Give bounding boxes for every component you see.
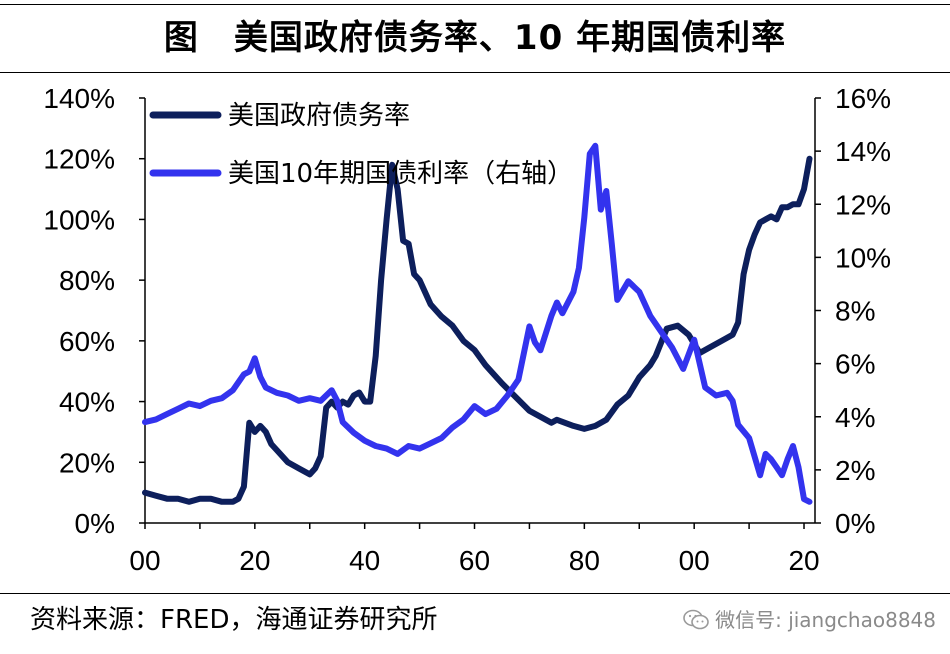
y-left-tick-label: 140% <box>43 83 115 114</box>
series-layer <box>142 142 813 505</box>
x-tick-label: 80 <box>569 545 600 576</box>
watermark-text: 微信号: jiangchao8848 <box>715 608 936 632</box>
y-right-tick-label: 4% <box>835 402 875 433</box>
y-right-tick-label: 6% <box>835 349 875 380</box>
y-left-tick-label: 60% <box>59 326 115 357</box>
page-title: 图 美国政府债务率、10 年期国债利率 <box>163 18 787 58</box>
y-right-tick-label: 10% <box>835 242 891 273</box>
x-tick-label: 60 <box>459 545 490 576</box>
x-tick-label: 00 <box>129 545 160 576</box>
x-tick-label: 20 <box>239 545 270 576</box>
series-line-1 <box>142 155 813 505</box>
legend-label-2: 美国10年期国债利率（右轴） <box>228 159 573 189</box>
y-right-tick-label: 2% <box>835 455 875 486</box>
y-left-tick-label: 80% <box>59 265 115 296</box>
source-note: 资料来源：FRED，海通证券研究所 <box>30 605 438 635</box>
watermark: 微信号: jiangchao8848 <box>683 604 936 636</box>
wechat-icon <box>683 609 709 630</box>
x-tick-label: 40 <box>349 545 380 576</box>
series-line-2 <box>142 142 813 505</box>
top-rule <box>0 4 950 5</box>
y-left-tick-label: 120% <box>43 144 115 175</box>
chart-axes: 0% 20% 40% 60% 80% 100% 120% 140% 0% 2% 4% 6% 8% 10% 1… <box>43 83 891 576</box>
y-left-tick-label: 20% <box>59 447 115 478</box>
y-right-tick-label: 8% <box>835 296 875 327</box>
y-left-tick-label: 0% <box>75 508 115 539</box>
y-right-tick-label: 16% <box>835 83 891 114</box>
y-left-tick-label: 40% <box>59 387 115 418</box>
x-tick-label: 00 <box>679 545 710 576</box>
y-left-tick-label: 100% <box>43 204 115 235</box>
y-right-tick-label: 0% <box>835 508 875 539</box>
bottom-rule <box>0 593 950 594</box>
y-right-tick-label: 12% <box>835 189 891 220</box>
y-right-tick-label: 14% <box>835 136 891 167</box>
x-tick-label: 20 <box>788 545 819 576</box>
legend-label-1: 美国政府债务率 <box>228 101 410 131</box>
title-rule <box>0 72 950 73</box>
dual-axis-line-chart: 0% 20% 40% 60% 80% 100% 120% 140% 0% 2% 4% 6% 8% 10% 1… <box>43 83 891 576</box>
